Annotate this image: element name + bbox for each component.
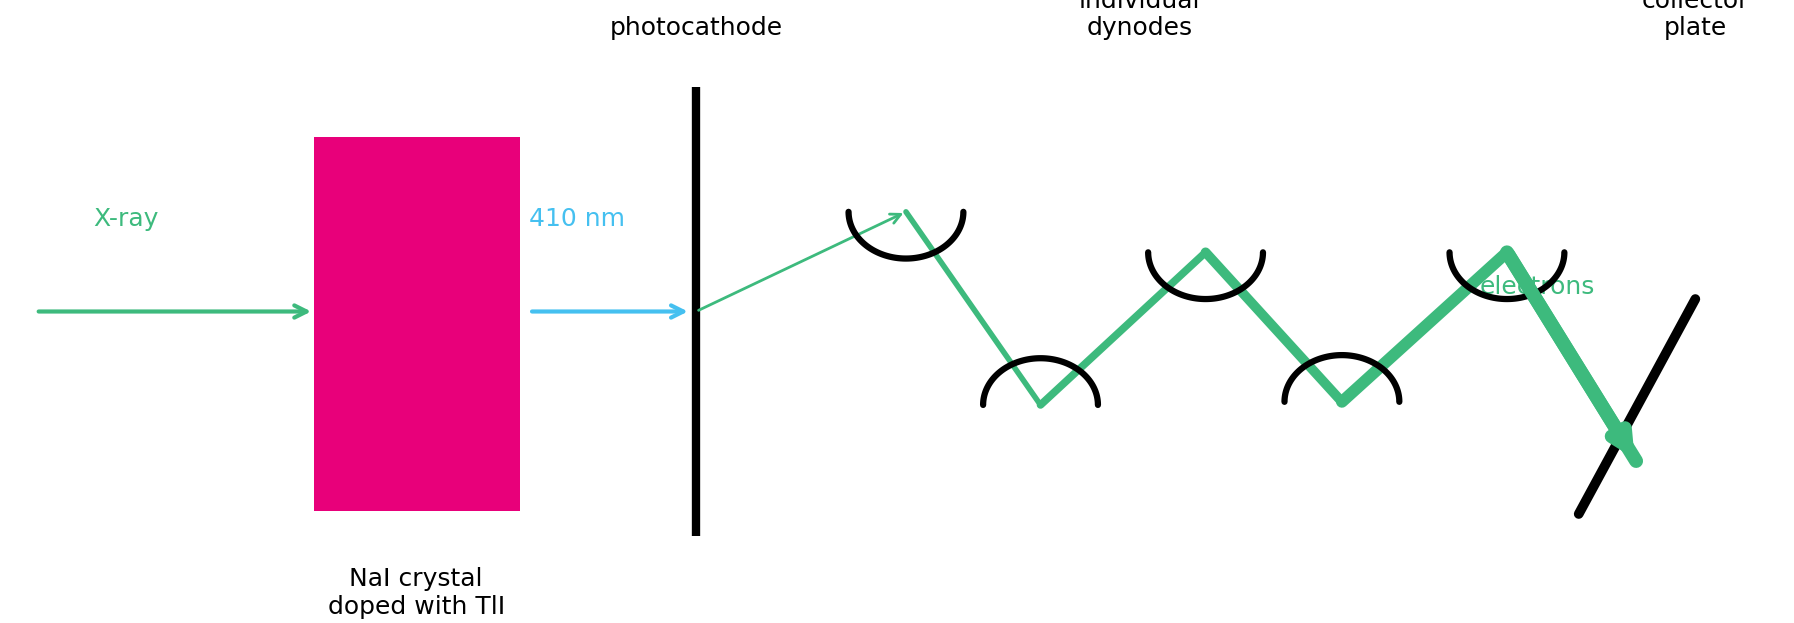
Text: X-ray: X-ray <box>93 206 158 231</box>
Text: 410 nm: 410 nm <box>529 206 626 231</box>
Text: photocathode: photocathode <box>610 16 782 40</box>
Text: collector
plate: collector plate <box>1642 0 1749 40</box>
Text: NaI crystal
doped with TlI: NaI crystal doped with TlI <box>328 567 504 619</box>
Text: electrons: electrons <box>1480 275 1595 298</box>
Bar <box>314 137 520 511</box>
Text: individual
dynodes: individual dynodes <box>1078 0 1200 40</box>
